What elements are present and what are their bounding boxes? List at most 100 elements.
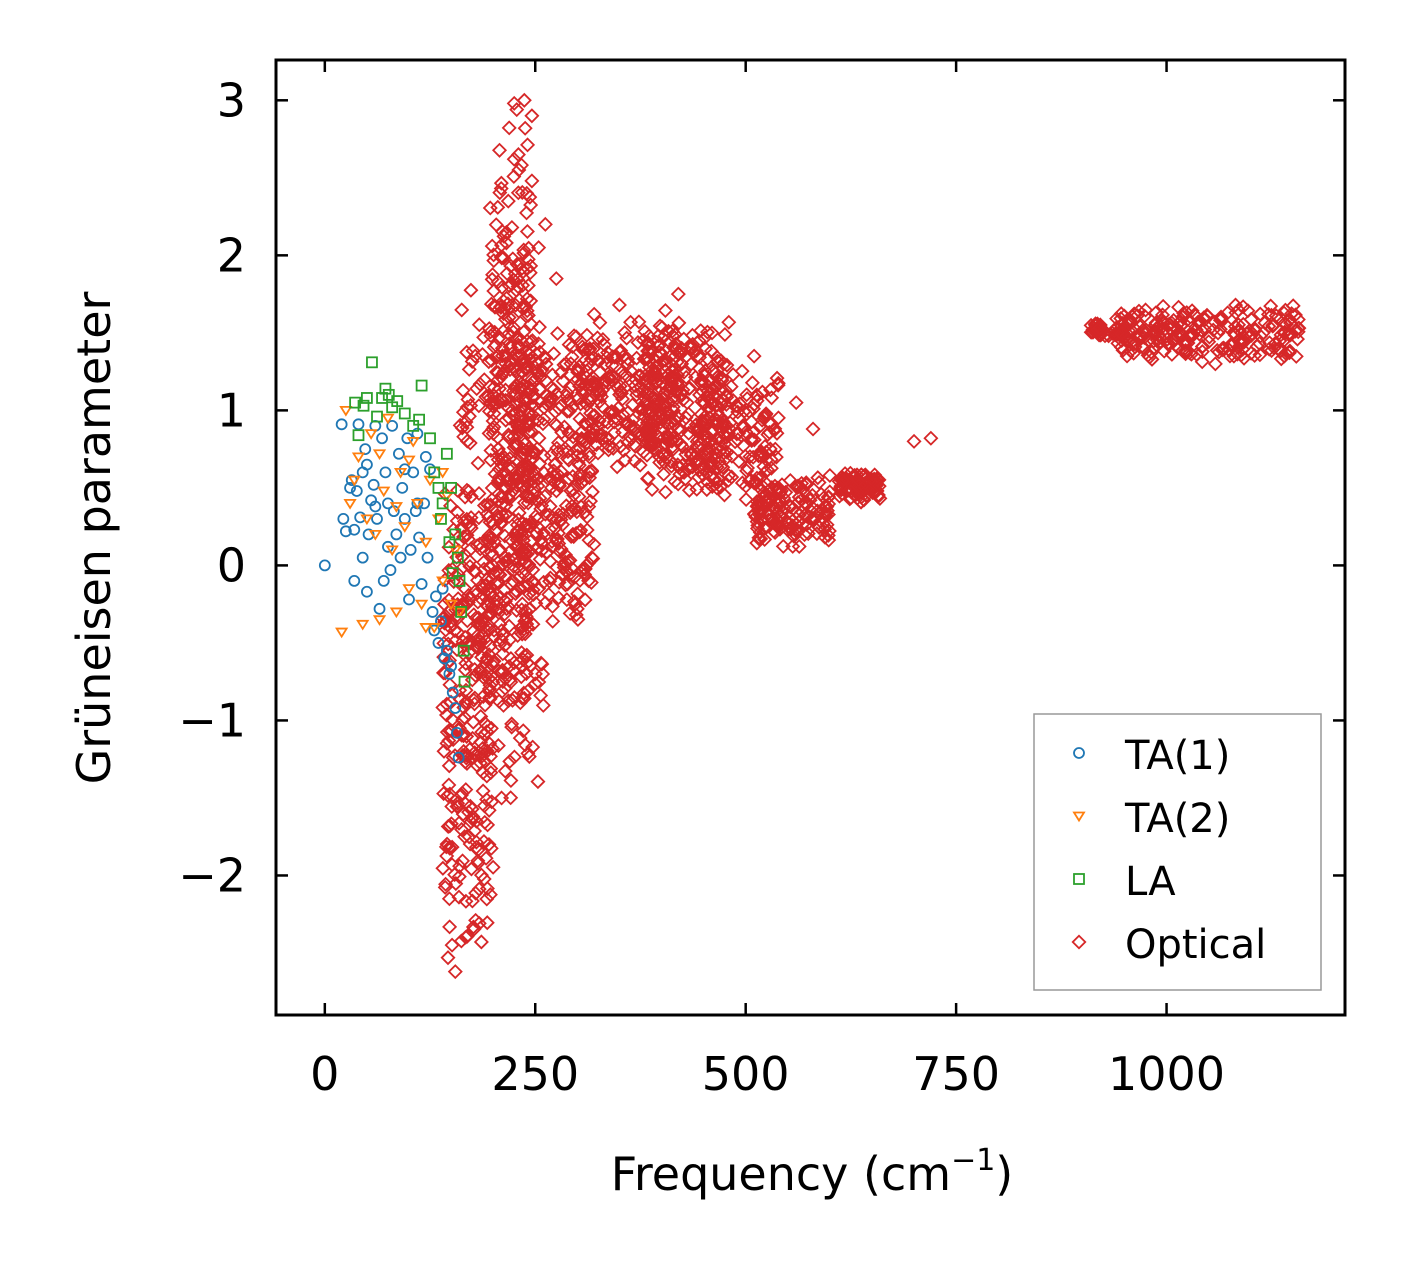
- data-point: [757, 439, 773, 455]
- data-point: [1155, 298, 1171, 314]
- data-point: [494, 665, 510, 681]
- data-point: [663, 453, 679, 470]
- data-point: [393, 467, 408, 479]
- data-point: [451, 720, 468, 736]
- data-point: [436, 582, 449, 595]
- data-point: [436, 743, 452, 759]
- data-point: [480, 817, 496, 833]
- data-point: [770, 377, 786, 393]
- data-point: [524, 514, 540, 530]
- data-point: [745, 401, 761, 417]
- data-point: [906, 433, 922, 449]
- data-point: [444, 712, 460, 728]
- data-point: [356, 551, 369, 564]
- data-point: [631, 314, 647, 330]
- data-point: [467, 690, 483, 706]
- data-point: [457, 644, 470, 657]
- data-point: [809, 526, 825, 542]
- data-point: [445, 481, 457, 494]
- data-point: [497, 763, 513, 779]
- data-point: [453, 575, 466, 587]
- data-point: [759, 452, 775, 468]
- data-point: [459, 511, 475, 527]
- data-point: [459, 433, 475, 449]
- plot-frame: [274, 58, 1347, 1017]
- data-point: [639, 447, 655, 463]
- data-point: [460, 391, 476, 408]
- data-point: [438, 707, 455, 723]
- data-point: [773, 483, 789, 499]
- data-point: [503, 543, 519, 559]
- data-point: [754, 496, 770, 512]
- legend-box: [1033, 713, 1322, 991]
- data-point: [567, 569, 583, 585]
- data-point: [490, 509, 506, 525]
- data-point: [572, 440, 588, 456]
- data-point: [482, 559, 498, 575]
- data-point: [1282, 312, 1298, 328]
- data-point: [586, 536, 602, 552]
- data-point: [498, 553, 514, 569]
- data-point: [495, 646, 511, 662]
- data-point: [611, 297, 627, 313]
- data-point: [516, 685, 532, 701]
- data-point: [465, 730, 481, 746]
- data-point: [595, 332, 611, 348]
- data-point: [1121, 313, 1137, 330]
- data-point: [521, 556, 537, 573]
- data-point: [335, 627, 349, 639]
- data-point: [720, 425, 736, 441]
- data-point: [1143, 344, 1160, 361]
- data-point: [656, 353, 672, 369]
- data-point: [472, 664, 488, 680]
- data-point: [709, 474, 725, 490]
- y-tick-label: 2: [217, 228, 246, 282]
- data-point: [500, 693, 517, 709]
- data-point: [440, 787, 456, 803]
- data-point: [455, 606, 468, 618]
- data-point: [364, 429, 378, 440]
- data-point: [569, 601, 585, 617]
- data-point: [525, 582, 541, 598]
- data-point: [579, 509, 595, 525]
- data-point: [519, 260, 535, 276]
- data-point: [470, 455, 486, 471]
- data-point: [548, 271, 564, 287]
- data-point: [482, 691, 498, 707]
- data-point: [398, 522, 412, 533]
- data-point: [506, 749, 522, 765]
- data-point: [693, 323, 709, 339]
- data-point: [696, 395, 712, 411]
- data-point: [479, 597, 495, 613]
- data-point: [614, 385, 630, 401]
- data-point: [582, 373, 598, 389]
- data-point: [476, 329, 492, 345]
- data-point: [436, 786, 452, 802]
- data-point: [391, 395, 404, 407]
- data-point: [531, 581, 547, 597]
- data-point: [1235, 299, 1251, 315]
- data-point: [483, 296, 499, 312]
- data-point: [604, 357, 620, 373]
- data-point: [471, 398, 487, 414]
- data-point: [563, 356, 579, 372]
- data-point: [500, 296, 516, 312]
- data-point: [576, 561, 592, 577]
- data-point: [442, 840, 458, 856]
- data-point: [1131, 303, 1147, 319]
- data-point: [464, 672, 480, 688]
- data-point: [1121, 323, 1137, 339]
- data-point: [506, 526, 523, 542]
- data-point: [769, 370, 785, 386]
- data-point: [481, 425, 497, 441]
- data-point: [563, 502, 579, 519]
- data-point: [559, 385, 575, 401]
- data-point: [665, 403, 682, 419]
- data-point: [490, 372, 506, 388]
- legend-marker: [1071, 934, 1087, 950]
- data-point: [652, 318, 668, 334]
- data-point: [1232, 334, 1248, 350]
- data-point: [791, 489, 807, 505]
- data-point: [493, 632, 509, 648]
